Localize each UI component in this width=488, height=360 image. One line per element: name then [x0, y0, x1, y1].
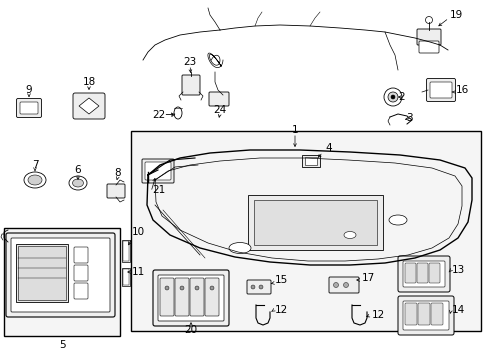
Bar [18, 246, 66, 300]
Bar [123, 241, 129, 261]
Ellipse shape [425, 17, 431, 23]
Text: 23: 23 [183, 57, 196, 67]
FancyBboxPatch shape [416, 263, 427, 283]
Text: 12: 12 [371, 310, 385, 320]
Circle shape [164, 286, 169, 290]
Text: 5: 5 [59, 340, 65, 350]
Text: 13: 13 [451, 265, 464, 275]
Text: 18: 18 [82, 77, 96, 87]
FancyBboxPatch shape [208, 92, 228, 106]
Text: 8: 8 [115, 168, 121, 178]
FancyBboxPatch shape [328, 277, 358, 293]
FancyBboxPatch shape [404, 263, 415, 283]
Bar [305, 157, 316, 165]
Bar [122, 240, 130, 262]
Text: 10: 10 [132, 227, 145, 237]
Text: 6: 6 [75, 165, 81, 175]
Bar [131, 131, 480, 331]
FancyBboxPatch shape [11, 238, 110, 312]
Text: 2: 2 [398, 92, 404, 102]
Ellipse shape [24, 172, 46, 188]
FancyBboxPatch shape [404, 303, 416, 325]
Circle shape [383, 88, 401, 106]
Bar [123, 269, 129, 285]
FancyBboxPatch shape [429, 82, 451, 98]
FancyBboxPatch shape [153, 270, 228, 326]
Ellipse shape [343, 231, 355, 239]
FancyBboxPatch shape [158, 275, 224, 321]
FancyBboxPatch shape [182, 75, 200, 95]
Text: 4: 4 [325, 143, 331, 153]
Circle shape [343, 283, 348, 288]
Text: 21: 21 [152, 185, 165, 195]
Text: 17: 17 [361, 273, 374, 283]
FancyBboxPatch shape [160, 278, 174, 316]
FancyBboxPatch shape [397, 296, 453, 335]
Text: 12: 12 [274, 305, 287, 315]
Text: 19: 19 [449, 10, 462, 20]
Circle shape [259, 285, 263, 289]
FancyBboxPatch shape [175, 278, 189, 316]
Circle shape [195, 286, 199, 290]
FancyBboxPatch shape [418, 41, 438, 53]
Bar [302, 155, 319, 167]
FancyBboxPatch shape [417, 303, 429, 325]
Bar [247, 195, 382, 250]
FancyBboxPatch shape [416, 29, 440, 45]
FancyBboxPatch shape [402, 261, 444, 287]
Circle shape [180, 286, 183, 290]
Ellipse shape [228, 243, 250, 253]
FancyBboxPatch shape [145, 162, 171, 180]
Text: 16: 16 [455, 85, 468, 95]
Ellipse shape [69, 176, 87, 190]
FancyBboxPatch shape [74, 247, 88, 263]
FancyBboxPatch shape [426, 78, 454, 102]
FancyBboxPatch shape [142, 159, 174, 183]
Text: 11: 11 [132, 267, 145, 277]
Text: 9: 9 [26, 85, 32, 95]
Circle shape [333, 283, 338, 288]
Text: 14: 14 [451, 305, 464, 315]
FancyBboxPatch shape [73, 93, 105, 119]
Ellipse shape [174, 107, 182, 119]
Ellipse shape [388, 215, 406, 225]
Circle shape [250, 285, 254, 289]
FancyBboxPatch shape [397, 256, 449, 292]
FancyBboxPatch shape [74, 265, 88, 281]
Circle shape [387, 92, 397, 102]
Bar [16, 244, 68, 302]
FancyBboxPatch shape [430, 303, 442, 325]
FancyBboxPatch shape [246, 280, 270, 294]
FancyBboxPatch shape [107, 184, 125, 198]
FancyBboxPatch shape [74, 283, 88, 299]
Text: 22→: 22→ [152, 110, 174, 120]
Circle shape [209, 286, 214, 290]
Text: 1: 1 [291, 125, 298, 135]
Text: 24: 24 [213, 105, 226, 115]
FancyBboxPatch shape [204, 278, 219, 316]
Ellipse shape [72, 179, 83, 187]
Text: 3: 3 [406, 113, 412, 123]
Text: 15: 15 [274, 275, 287, 285]
FancyBboxPatch shape [428, 263, 439, 283]
FancyBboxPatch shape [402, 301, 448, 330]
Polygon shape [79, 98, 99, 114]
Circle shape [390, 95, 394, 99]
FancyBboxPatch shape [20, 102, 38, 114]
Bar [4, 228, 120, 336]
Bar [253, 200, 376, 245]
Text: 7: 7 [32, 160, 38, 170]
FancyBboxPatch shape [190, 278, 203, 316]
FancyBboxPatch shape [17, 99, 41, 117]
Ellipse shape [28, 175, 42, 185]
Text: 20: 20 [184, 325, 197, 335]
Bar [122, 268, 130, 286]
FancyBboxPatch shape [6, 233, 115, 317]
